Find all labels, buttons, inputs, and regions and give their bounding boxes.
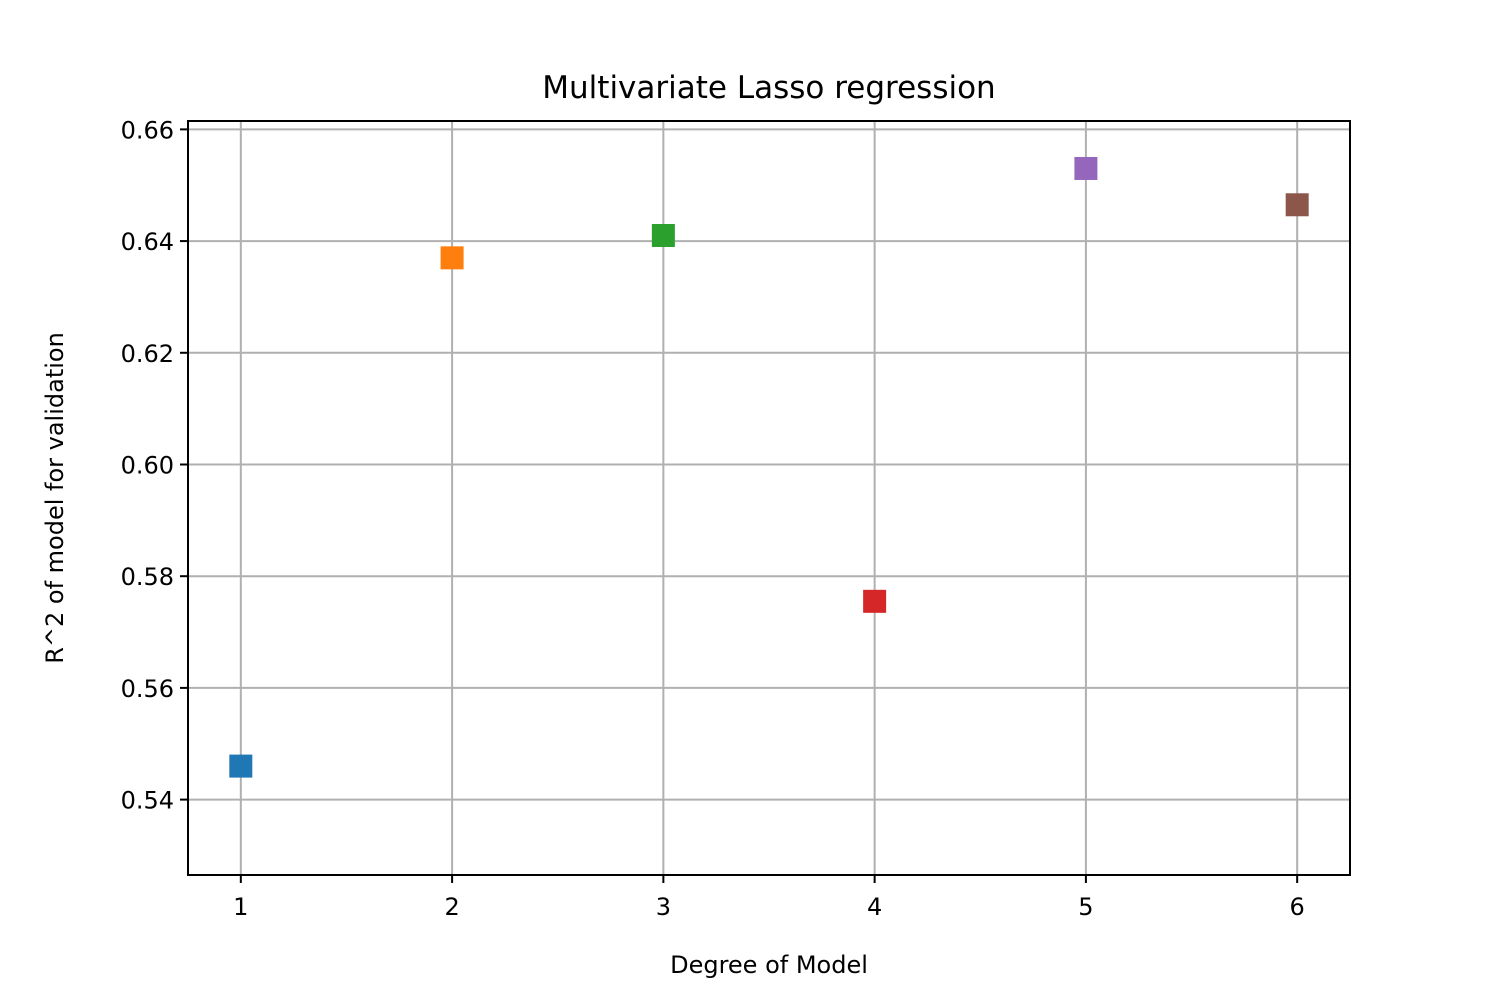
x-tick-label: 3: [656, 893, 671, 921]
grid-lines: [188, 121, 1350, 875]
x-tick-label: 4: [867, 893, 882, 921]
data-point-degree-5: [1074, 156, 1098, 180]
x-tick-label: 1: [233, 893, 248, 921]
x-tick-label: 2: [444, 893, 459, 921]
data-point-degree-1: [229, 754, 253, 778]
y-axis-ticks: 0.54 0.56 0.58 0.60 0.62 0.64 0.66: [121, 116, 188, 815]
y-tick-label: 0.66: [121, 116, 174, 144]
data-point-degree-2: [440, 246, 464, 270]
x-axis-label: Degree of Model: [670, 951, 868, 979]
x-axis-ticks: 1 2 3 4 5 6: [233, 875, 1305, 921]
y-tick-label: 0.60: [121, 451, 174, 479]
y-tick-label: 0.58: [121, 563, 174, 591]
plot-frame: [187, 120, 1351, 876]
y-axis-label: R^2 of model for validation: [41, 332, 69, 664]
data-point-degree-3: [651, 223, 675, 247]
x-tick-label: 5: [1078, 893, 1093, 921]
data-point-degree-6: [1285, 193, 1309, 217]
y-tick-label: 0.62: [121, 340, 174, 368]
x-tick-label: 6: [1290, 893, 1305, 921]
data-point-degree-4: [863, 589, 887, 613]
data-points: [229, 156, 1309, 778]
chart-title: Multivariate Lasso regression: [542, 70, 995, 106]
y-tick-label: 0.56: [121, 675, 174, 703]
y-tick-label: 0.54: [121, 787, 174, 815]
y-tick-label: 0.64: [121, 228, 174, 256]
